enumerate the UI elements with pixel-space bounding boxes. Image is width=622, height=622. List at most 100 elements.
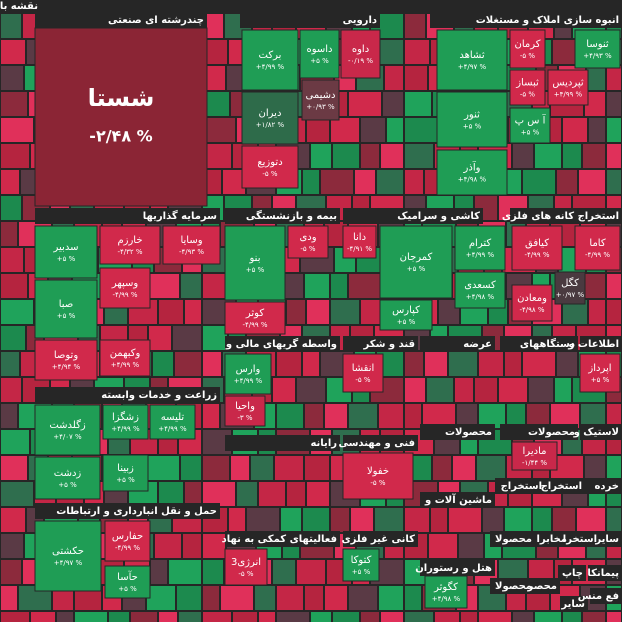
tile-symbol: کاما bbox=[589, 238, 605, 249]
filler-tile bbox=[305, 404, 323, 428]
tile-box bbox=[511, 284, 553, 322]
filler-tile bbox=[361, 612, 379, 622]
filler-tile bbox=[381, 144, 403, 168]
filler-tile bbox=[607, 92, 621, 116]
stock-tile: کترام +۴/۹۹ % bbox=[454, 225, 506, 271]
tile-symbol: بنو bbox=[249, 253, 261, 264]
stock-tile: داسوه +۵ % bbox=[299, 29, 340, 79]
tile-change: +۴/۰۷ % bbox=[53, 433, 82, 441]
filler-tile bbox=[429, 534, 457, 558]
sector-name: محصولات bbox=[528, 427, 575, 438]
filler-tile bbox=[109, 612, 129, 622]
tile-symbol: خارزم bbox=[117, 235, 142, 246]
tile-symbol: کپارس bbox=[392, 305, 420, 316]
filler-tile bbox=[179, 612, 201, 622]
tile-box bbox=[547, 69, 589, 106]
tile-box bbox=[379, 299, 433, 331]
filler-tile bbox=[587, 66, 605, 90]
filler-tile bbox=[477, 456, 505, 480]
filler-tile bbox=[355, 170, 375, 194]
tile-change: +۴/۹۴ % bbox=[52, 363, 81, 371]
filler-tile bbox=[221, 586, 253, 610]
tile-change: -۳ % bbox=[237, 414, 253, 422]
tile-symbol: دانا bbox=[353, 232, 366, 243]
filler-tile bbox=[229, 508, 245, 532]
tile-box bbox=[224, 353, 272, 395]
filler-tile bbox=[607, 508, 621, 532]
sector-name: محصولات bbox=[445, 427, 492, 438]
filler-tile bbox=[459, 534, 483, 558]
sector-name: واسطه گریهای مالی و bbox=[225, 337, 337, 350]
stock-tile: دشیمی +۰/۹۳ % bbox=[301, 79, 340, 121]
filler-tile bbox=[455, 378, 473, 402]
filler-tile bbox=[333, 612, 359, 622]
stock-tile: دیران +۱/۸۲ % bbox=[241, 91, 299, 145]
sector-header bbox=[420, 336, 495, 352]
tile-symbol: حکشتی bbox=[52, 546, 84, 557]
filler-tile bbox=[527, 404, 549, 428]
stock-tile: کگل +۰/۹۷ % bbox=[554, 271, 586, 305]
tile-symbol: ومعادن bbox=[517, 293, 547, 304]
tile-change: -۵ % bbox=[520, 52, 536, 60]
filler-tile bbox=[1, 482, 33, 506]
filler-tile bbox=[1, 508, 25, 532]
sector-header bbox=[588, 565, 622, 581]
tile-box bbox=[241, 29, 299, 91]
tile-change: -۰/۱۹ % bbox=[348, 57, 373, 65]
tile-change: +۴/۹۹ % bbox=[554, 91, 583, 99]
stock-tile: حکشتی +۴/۹۷ % bbox=[34, 520, 102, 592]
sector-name: عرضه bbox=[463, 339, 492, 350]
sector-name: لاستیک و bbox=[573, 427, 619, 438]
sector-header bbox=[225, 336, 340, 352]
tile-change: -۵ % bbox=[520, 91, 536, 99]
tile-box bbox=[454, 225, 506, 271]
tile-change: +۴/۹۹ % bbox=[111, 361, 140, 369]
sector-header bbox=[35, 12, 207, 28]
tile-box bbox=[509, 29, 546, 69]
sector-header bbox=[600, 531, 622, 547]
filler-tile bbox=[405, 66, 427, 90]
filler-tile bbox=[523, 352, 555, 376]
sector-name: استخرا bbox=[563, 534, 597, 545]
tile-change: -۵ % bbox=[300, 245, 316, 253]
tile-box bbox=[34, 404, 101, 456]
tile-symbol: داسوه bbox=[306, 44, 332, 55]
stock-tile: زدشت +۵ % bbox=[34, 456, 101, 500]
filler-tile bbox=[149, 326, 171, 350]
filler-tile bbox=[151, 560, 167, 584]
sector-name: کانی غیر فلزی bbox=[341, 534, 415, 545]
filler-tile bbox=[321, 170, 353, 194]
stock-tile: کسعدی +۴/۹۸ % bbox=[454, 271, 506, 309]
filler-tile bbox=[297, 378, 325, 402]
tile-symbol: آ س پ bbox=[515, 114, 547, 127]
filler-tile bbox=[479, 352, 503, 376]
stock-tile: ثپردیس +۴/۹۹ % bbox=[547, 69, 589, 106]
stock-tile: وتوصا +۴/۹۴ % bbox=[34, 339, 98, 381]
filler-tile bbox=[535, 612, 561, 622]
sector-header bbox=[490, 531, 535, 547]
filler-tile bbox=[275, 456, 303, 480]
sector-header bbox=[343, 208, 483, 224]
filler-tile bbox=[563, 612, 581, 622]
stock-tile: کیافق -۴/۹۹ % bbox=[511, 225, 563, 271]
filler-tile bbox=[513, 144, 533, 168]
filler-tile bbox=[1, 456, 27, 480]
tile-box bbox=[579, 353, 621, 393]
tile-symbol: زبینا bbox=[117, 463, 134, 474]
filler-tile bbox=[405, 40, 429, 64]
sector-header bbox=[420, 560, 495, 576]
stock-tile: وسایا -۴/۹۳ % bbox=[162, 225, 221, 265]
filler-tile bbox=[1, 92, 27, 116]
tile-box bbox=[99, 225, 161, 265]
filler-tile bbox=[405, 352, 423, 376]
filler-tile bbox=[513, 612, 533, 622]
tile-symbol: مادیرا bbox=[523, 446, 547, 457]
sector-header bbox=[535, 531, 570, 547]
stock-tile: ثنور +۵ % bbox=[436, 91, 508, 148]
tile-symbol: کتوکا bbox=[351, 555, 372, 566]
tile-box bbox=[241, 145, 299, 189]
tile-box bbox=[379, 225, 453, 299]
sector-name: استخراج bbox=[541, 481, 582, 492]
filler-tile bbox=[405, 378, 425, 402]
